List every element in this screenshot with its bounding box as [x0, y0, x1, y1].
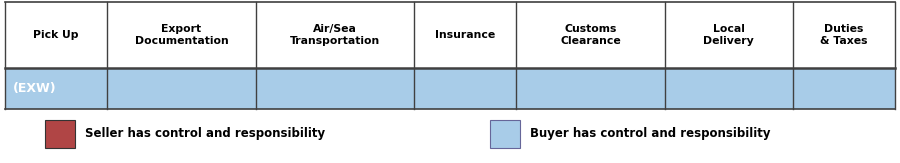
Bar — [517, 2, 665, 68]
Bar — [107, 2, 256, 68]
Bar — [5, 68, 107, 109]
Text: Air/Sea
Transportation: Air/Sea Transportation — [290, 24, 380, 46]
Text: Customs
Clearance: Customs Clearance — [561, 24, 621, 46]
Text: Duties
& Taxes: Duties & Taxes — [820, 24, 868, 46]
Bar — [256, 68, 414, 109]
Bar — [665, 68, 793, 109]
Bar — [517, 68, 665, 109]
Bar — [793, 68, 895, 109]
Text: Export
Documentation: Export Documentation — [135, 24, 229, 46]
Text: Insurance: Insurance — [436, 30, 496, 40]
Bar — [414, 68, 517, 109]
Text: (EXW): (EXW) — [14, 82, 57, 95]
Text: Pick Up: Pick Up — [33, 30, 79, 40]
Bar — [256, 2, 414, 68]
Text: Local
Delivery: Local Delivery — [704, 24, 754, 46]
Bar — [665, 2, 793, 68]
Bar — [490, 120, 520, 148]
Bar — [45, 120, 75, 148]
Text: Seller has control and responsibility: Seller has control and responsibility — [85, 127, 325, 141]
Bar — [5, 2, 107, 68]
Bar — [414, 2, 517, 68]
Text: Buyer has control and responsibility: Buyer has control and responsibility — [530, 127, 770, 141]
Bar — [793, 2, 895, 68]
Bar — [107, 68, 256, 109]
